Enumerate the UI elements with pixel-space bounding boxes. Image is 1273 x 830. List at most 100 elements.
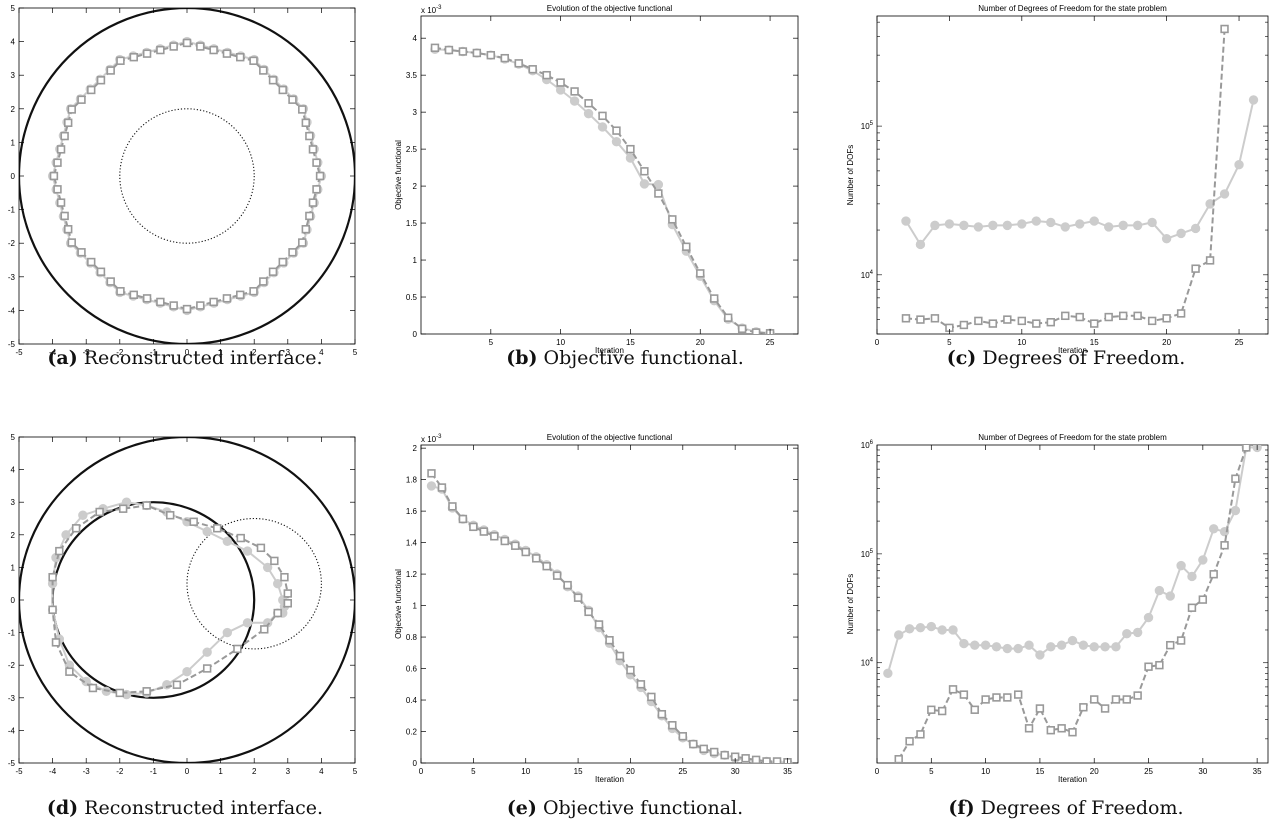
x-tick-label: 25 bbox=[1144, 767, 1153, 776]
data-point bbox=[236, 53, 245, 62]
caption-text: Objective functional. bbox=[542, 797, 744, 819]
data-point bbox=[1078, 640, 1089, 650]
data-point bbox=[469, 522, 478, 532]
data-point bbox=[948, 685, 958, 694]
data-point bbox=[236, 533, 245, 543]
data-point bbox=[249, 56, 258, 65]
data-point bbox=[894, 755, 903, 763]
data-point bbox=[242, 546, 253, 556]
data-point bbox=[448, 502, 457, 511]
x-axis-label: Iteration bbox=[595, 775, 624, 784]
data-point bbox=[209, 297, 218, 307]
plot-frame bbox=[876, 444, 1269, 764]
data-point bbox=[1046, 318, 1055, 327]
data-point bbox=[981, 695, 990, 704]
data-point bbox=[1242, 445, 1251, 452]
data-point bbox=[1198, 555, 1208, 565]
data-point bbox=[720, 750, 729, 760]
data-point bbox=[611, 137, 622, 147]
data-point bbox=[298, 238, 307, 247]
data-point bbox=[116, 56, 125, 65]
data-point bbox=[256, 543, 266, 553]
caption-b: (b) Objective functional. bbox=[435, 347, 815, 369]
data-point bbox=[552, 571, 562, 580]
data-point bbox=[751, 755, 761, 763]
x-tick-label: 1 bbox=[218, 767, 223, 776]
data-point bbox=[172, 680, 182, 689]
x-tick-label: 5 bbox=[929, 767, 934, 776]
data-point bbox=[937, 625, 947, 635]
caption-c: (c) Degrees of Freedom. bbox=[876, 347, 1256, 369]
data-point bbox=[196, 301, 205, 310]
data-point bbox=[668, 215, 677, 224]
data-point bbox=[222, 536, 233, 547]
series-markers-2 bbox=[427, 469, 792, 763]
data-point bbox=[53, 185, 62, 194]
x-tick-label: -1 bbox=[150, 348, 158, 357]
x-tick-label: 35 bbox=[783, 767, 792, 776]
data-point bbox=[1122, 695, 1132, 704]
data-point bbox=[916, 315, 925, 324]
data-point bbox=[696, 269, 705, 278]
data-point bbox=[1230, 505, 1241, 516]
data-point bbox=[615, 651, 625, 661]
x-tick-label: 15 bbox=[574, 767, 583, 776]
data-point bbox=[1209, 570, 1218, 579]
x-tick-label: 4 bbox=[319, 348, 324, 357]
data-point bbox=[65, 667, 74, 676]
data-point bbox=[1003, 315, 1012, 324]
data-point bbox=[653, 179, 664, 190]
series-markers-1 bbox=[430, 44, 775, 334]
data-point bbox=[974, 316, 983, 326]
data-point bbox=[305, 131, 314, 141]
data-point bbox=[1220, 24, 1229, 34]
data-point bbox=[301, 225, 310, 234]
data-point bbox=[283, 599, 292, 608]
data-point bbox=[594, 620, 604, 629]
data-point bbox=[169, 301, 178, 310]
y-axis-label: Number of DOFs bbox=[846, 145, 855, 205]
series-markers-2 bbox=[49, 38, 325, 314]
data-point bbox=[542, 562, 551, 571]
data-point bbox=[1143, 612, 1154, 623]
data-point bbox=[278, 257, 287, 267]
data-point bbox=[598, 111, 607, 121]
data-point bbox=[528, 65, 537, 74]
series-line-1 bbox=[434, 48, 771, 334]
data-point bbox=[1118, 220, 1128, 231]
y-tick-label: -5 bbox=[8, 759, 16, 768]
data-point bbox=[1046, 726, 1055, 735]
chart-panel-a: -5 -4 -3 -2 -1 0 1 2 3 4 5 -5 -4 -3 -2 -1 0 1 2 3 4 5 bbox=[8, 4, 358, 357]
data-point bbox=[49, 171, 59, 181]
y-tick-label: 0 bbox=[11, 596, 16, 605]
series-markers-2 bbox=[430, 43, 775, 334]
data-point bbox=[312, 158, 321, 167]
x-tick-label: -3 bbox=[83, 348, 91, 357]
data-point bbox=[182, 667, 192, 677]
x-tick-label: 5 bbox=[353, 348, 358, 357]
y-tick-label: 4 bbox=[11, 466, 16, 475]
data-point bbox=[1176, 636, 1186, 645]
data-point bbox=[444, 45, 454, 55]
data-point bbox=[115, 688, 125, 698]
data-point bbox=[156, 297, 165, 307]
data-point bbox=[278, 85, 287, 95]
data-point bbox=[249, 287, 258, 296]
data-point bbox=[1013, 690, 1023, 699]
y-tick-label: -1 bbox=[8, 206, 16, 215]
data-point bbox=[116, 287, 125, 296]
x-tick-label: -5 bbox=[15, 348, 23, 357]
data-point bbox=[472, 48, 482, 58]
data-point bbox=[948, 625, 958, 635]
x-tick-label: -1 bbox=[150, 767, 158, 776]
data-point bbox=[1100, 642, 1110, 652]
chart-panel-b: 5 10 15 20 25 0 0.5 1 1.5 2 2.5 3 3.5 4 Evolution of t… bbox=[394, 4, 799, 355]
x-axis-label: Iteration bbox=[1058, 346, 1087, 355]
data-point bbox=[1166, 640, 1175, 650]
data-point bbox=[915, 239, 926, 250]
plot-area bbox=[430, 43, 775, 334]
data-point bbox=[531, 554, 541, 563]
reference-circle bbox=[19, 8, 355, 344]
data-point bbox=[992, 693, 1001, 702]
